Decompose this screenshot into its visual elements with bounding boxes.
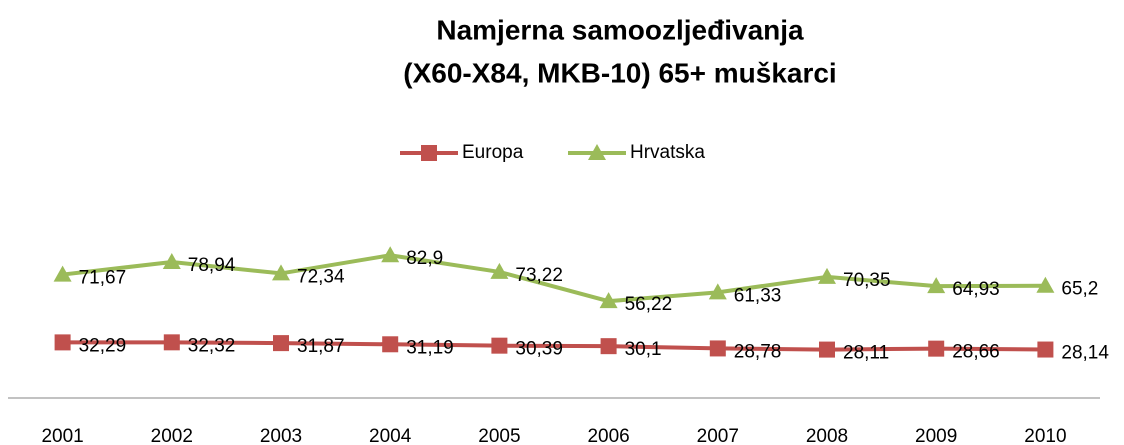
data-label: 28,78 bbox=[734, 341, 782, 362]
point-marker bbox=[490, 262, 509, 279]
data-label: 30,1 bbox=[625, 339, 662, 360]
point-marker bbox=[927, 277, 946, 294]
data-label: 31,19 bbox=[406, 337, 454, 358]
point-marker bbox=[382, 336, 399, 353]
point-marker bbox=[600, 338, 617, 355]
data-label: 28,66 bbox=[952, 342, 1000, 363]
legend-marker bbox=[421, 145, 437, 161]
data-label: 31,87 bbox=[297, 336, 345, 357]
data-label: 78,94 bbox=[188, 255, 236, 276]
x-tick-label: 2005 bbox=[478, 426, 520, 445]
point-marker bbox=[818, 267, 836, 284]
point-marker bbox=[162, 253, 181, 270]
point-marker bbox=[54, 334, 71, 351]
legend-marker bbox=[588, 144, 606, 160]
data-label: 32,29 bbox=[79, 335, 127, 356]
x-tick-label: 2009 bbox=[915, 426, 957, 445]
data-label: 32,32 bbox=[188, 335, 236, 356]
point-marker bbox=[272, 264, 290, 281]
x-tick-label: 2001 bbox=[41, 426, 83, 445]
point-marker bbox=[708, 283, 727, 300]
data-label: 64,93 bbox=[952, 279, 1000, 300]
point-marker bbox=[709, 340, 726, 357]
chart-title: Namjerna samoozljeđivanja bbox=[436, 14, 804, 45]
series-line bbox=[62, 253, 1046, 304]
data-label: 28,14 bbox=[1061, 343, 1109, 364]
x-tick-label: 2007 bbox=[697, 426, 739, 445]
point-marker bbox=[53, 265, 72, 282]
legend-label: Hrvatska bbox=[630, 142, 705, 163]
point-marker bbox=[819, 341, 835, 358]
data-label: 56,22 bbox=[625, 294, 673, 315]
data-label: 72,34 bbox=[297, 266, 345, 287]
point-marker bbox=[928, 340, 945, 357]
data-label: 82,9 bbox=[406, 248, 443, 269]
point-marker bbox=[599, 292, 618, 309]
data-label: 70,35 bbox=[843, 270, 891, 291]
data-label: 61,33 bbox=[734, 285, 782, 306]
chart-title: (X60-X84, MKB-10) 65+ muškarci bbox=[403, 57, 836, 88]
x-tick-label: 2008 bbox=[806, 426, 848, 445]
point-marker bbox=[1037, 341, 1054, 358]
data-label: 65,2 bbox=[1061, 279, 1098, 300]
x-tick-label: 2006 bbox=[587, 426, 629, 445]
point-marker bbox=[163, 334, 180, 351]
x-tick-label: 2010 bbox=[1024, 426, 1066, 445]
point-marker bbox=[381, 246, 400, 263]
x-tick-label: 2003 bbox=[260, 426, 302, 445]
series-line bbox=[62, 340, 1046, 352]
data-label: 28,11 bbox=[843, 343, 889, 364]
point-marker bbox=[1036, 276, 1055, 293]
legend-label: Europa bbox=[462, 142, 524, 163]
x-tick-label: 2002 bbox=[151, 426, 193, 445]
x-tick-label: 2004 bbox=[369, 426, 412, 445]
data-label: 71,67 bbox=[79, 268, 127, 289]
point-marker bbox=[273, 335, 289, 352]
data-label: 73,22 bbox=[515, 265, 563, 286]
point-marker bbox=[491, 337, 508, 354]
data-label: 30,39 bbox=[515, 339, 563, 360]
